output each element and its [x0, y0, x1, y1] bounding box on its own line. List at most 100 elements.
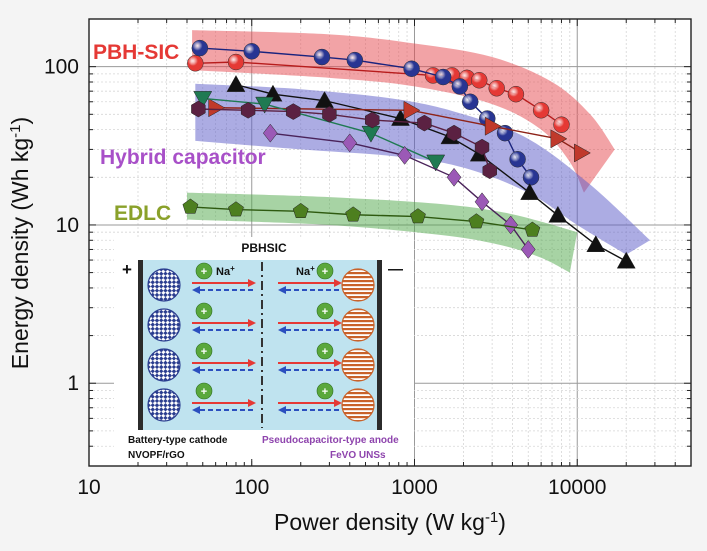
plot-frame: [88, 18, 692, 467]
data-point: [451, 78, 469, 95]
anode-particle: [341, 268, 375, 302]
data-point: [403, 60, 420, 77]
data-point: [426, 154, 446, 172]
cathode-particle: [147, 348, 181, 382]
data-point: [520, 183, 540, 200]
data-point: [342, 133, 358, 153]
series-line: [202, 97, 436, 163]
arrow-head-left: [278, 326, 286, 334]
data-point: [243, 43, 260, 60]
data-point: [322, 106, 337, 123]
y-tick-label: 100: [44, 56, 79, 79]
data-point: [574, 143, 591, 163]
series-0: [187, 53, 570, 133]
sodium-ion-sign: +: [322, 386, 328, 398]
inset-row-1: + +: [147, 302, 375, 342]
x-axis-label: Power density (W kg-1): [274, 509, 506, 535]
na-label-1: Na+: [296, 264, 315, 278]
sodium-ion-sign: +: [322, 306, 328, 318]
data-point: [509, 151, 526, 168]
inset-row-0: + +: [147, 262, 375, 302]
minus-sign: —: [388, 261, 403, 278]
cathode-particle: [147, 388, 181, 422]
x-tick-label: 100: [234, 476, 269, 499]
data-point: [532, 102, 550, 119]
data-point: [461, 93, 479, 111]
data-point: [586, 235, 606, 252]
arrow-head-left: [192, 286, 200, 294]
region-band-1: [195, 83, 651, 255]
data-point: [365, 111, 380, 129]
data-point: [550, 129, 568, 149]
cathode-particle: [147, 308, 181, 342]
data-point: [474, 138, 490, 156]
anode-collector: [377, 260, 382, 430]
arrow-head-right: [248, 279, 256, 287]
annotation-1: Hybrid capacitor: [100, 146, 266, 169]
arrow-head-left: [278, 286, 286, 294]
arrow-head-left: [278, 366, 286, 374]
sodium-ion-sign: +: [201, 266, 207, 278]
data-point: [228, 201, 244, 217]
sodium-ion: [316, 382, 334, 400]
data-point: [446, 124, 462, 142]
anode-particle: [341, 348, 375, 382]
cathode-label: Battery-type cathode: [128, 435, 228, 446]
series-7: [182, 198, 541, 237]
inset-row-3: + +: [147, 382, 375, 422]
na-label-0: Na+: [216, 264, 235, 278]
anode-label: Pseudocapacitor-type anode: [262, 435, 399, 446]
plus-sign: +: [122, 260, 132, 279]
region-band-0: [192, 30, 615, 193]
sodium-ion: [316, 262, 334, 280]
annotations: PBH-SIC Hybrid capacitor EDLC: [93, 41, 266, 225]
inset: PBHSIC+ —+ ++ ++ ++ +Na+ Na+Battery-type catho…: [114, 237, 414, 461]
arrow-head-left: [192, 366, 200, 374]
data-point: [397, 145, 412, 165]
sodium-ion-sign: +: [201, 306, 207, 318]
data-point: [616, 251, 636, 269]
arrow-head-right: [334, 319, 342, 327]
data-point: [524, 221, 541, 237]
series-3: [208, 98, 591, 163]
data-point: [484, 116, 502, 136]
data-point: [482, 162, 497, 180]
inset-title: PBHSIC: [241, 241, 287, 255]
data-point: [346, 51, 364, 69]
data-point: [240, 102, 256, 119]
sodium-ion: [195, 382, 213, 400]
data-point: [410, 208, 426, 224]
sodium-ion-sign: +: [322, 266, 328, 278]
sodium-ion: [195, 262, 213, 280]
series: [182, 39, 636, 269]
x-tick-label: 10: [77, 476, 100, 499]
data-point: [226, 75, 246, 92]
data-point: [488, 80, 505, 97]
sodium-ion: [316, 342, 334, 360]
sodium-ion: [316, 302, 334, 320]
regions: [186, 30, 651, 273]
data-point: [187, 55, 204, 72]
data-point: [313, 48, 331, 66]
arrow-head-right: [248, 359, 256, 367]
data-point: [446, 167, 462, 187]
cathode-particle: [147, 268, 181, 302]
data-point: [417, 114, 432, 132]
data-point: [255, 96, 275, 114]
arrow-head-right: [334, 279, 342, 287]
data-point: [474, 192, 490, 212]
series-5: [191, 100, 497, 180]
data-point: [191, 39, 209, 57]
data-point: [471, 72, 488, 89]
sodium-ion: [195, 342, 213, 360]
axes: 10 100 1000 10000 1 10 100: [44, 18, 692, 499]
annotation-2: EDLC: [114, 202, 171, 225]
data-point: [503, 215, 519, 235]
x-tick-label: 10000: [548, 476, 606, 499]
data-point: [468, 213, 485, 229]
cathode-material: NVOPF/rGO: [128, 450, 185, 461]
series-4: [193, 91, 446, 172]
anode-material: FeVO UNSs: [330, 450, 386, 461]
data-point: [345, 206, 362, 222]
